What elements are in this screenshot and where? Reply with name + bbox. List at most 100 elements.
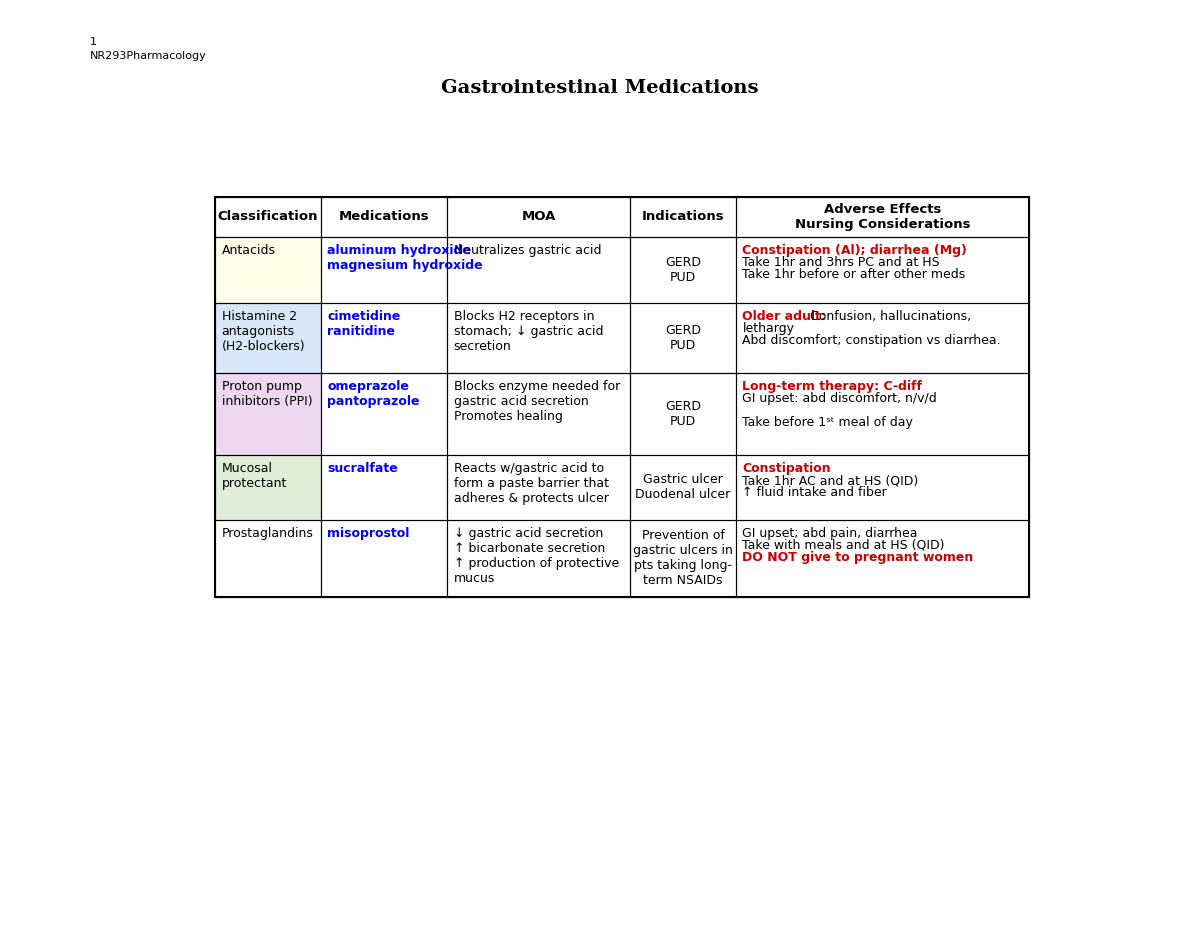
Bar	[215, 237, 320, 303]
Bar	[320, 374, 448, 455]
Bar	[630, 237, 736, 303]
Text: Take 1hr AC and at HS (QID): Take 1hr AC and at HS (QID)	[743, 475, 919, 488]
Text: 1: 1	[90, 37, 97, 47]
Bar	[630, 519, 736, 597]
Bar	[320, 197, 448, 237]
Bar	[320, 455, 448, 519]
Text: Medications: Medications	[338, 210, 430, 223]
Bar	[448, 519, 630, 597]
Text: Gastrointestinal Medications: Gastrointestinal Medications	[442, 79, 758, 96]
Text: Classification: Classification	[217, 210, 318, 223]
Bar	[630, 374, 736, 455]
Bar	[736, 197, 1028, 237]
Bar	[448, 374, 630, 455]
Bar	[630, 455, 736, 519]
Bar	[448, 237, 630, 303]
Bar	[320, 197, 448, 237]
Bar	[736, 455, 1028, 519]
Bar	[630, 374, 736, 455]
Text: lethargy: lethargy	[743, 323, 794, 336]
Bar	[215, 374, 320, 455]
Bar	[320, 237, 448, 303]
Bar	[320, 455, 448, 519]
Bar	[215, 197, 320, 237]
Text: GERD
PUD: GERD PUD	[665, 400, 701, 428]
Bar	[630, 303, 736, 374]
Bar	[320, 374, 448, 455]
Bar	[630, 519, 736, 597]
Bar	[448, 237, 630, 303]
Text: Neutralizes gastric acid: Neutralizes gastric acid	[454, 244, 601, 257]
Bar	[736, 237, 1028, 303]
Bar	[215, 519, 320, 597]
Text: Confusion, hallucinations,: Confusion, hallucinations,	[806, 311, 972, 324]
Text: Constipation (Al); diarrhea (Mg): Constipation (Al); diarrhea (Mg)	[743, 244, 967, 257]
Text: MOA: MOA	[521, 210, 556, 223]
Text: GERD
PUD: GERD PUD	[665, 256, 701, 284]
Bar	[448, 455, 630, 519]
Text: Mucosal
protectant: Mucosal protectant	[222, 463, 287, 490]
Bar	[320, 519, 448, 597]
Bar	[215, 303, 320, 374]
Text: omeprazole
pantoprazole: omeprazole pantoprazole	[328, 380, 420, 408]
Text: Older adult:: Older adult:	[743, 311, 827, 324]
Bar	[736, 455, 1028, 519]
Bar	[630, 197, 736, 237]
Bar	[448, 455, 630, 519]
Bar	[736, 374, 1028, 455]
Text: Histamine 2
antagonists
(H2-blockers): Histamine 2 antagonists (H2-blockers)	[222, 311, 305, 353]
Text: Proton pump
inhibitors (PPI): Proton pump inhibitors (PPI)	[222, 380, 312, 408]
Bar	[736, 303, 1028, 374]
Bar	[630, 303, 736, 374]
Text: Long-term therapy: C-diff: Long-term therapy: C-diff	[743, 380, 923, 393]
Text: Prevention of
gastric ulcers in
pts taking long-
term NSAIDs: Prevention of gastric ulcers in pts taki…	[634, 529, 733, 587]
Bar	[736, 237, 1028, 303]
Text: aluminum hydroxide
magnesium hydroxide: aluminum hydroxide magnesium hydroxide	[328, 244, 484, 272]
Text: Prostaglandins: Prostaglandins	[222, 527, 313, 540]
Text: Blocks H2 receptors in
stomach; ↓ gastric acid
secretion: Blocks H2 receptors in stomach; ↓ gastri…	[454, 311, 604, 353]
Bar	[630, 237, 736, 303]
Bar	[736, 303, 1028, 374]
Text: Take before 1ˢᵗ meal of day: Take before 1ˢᵗ meal of day	[743, 416, 913, 429]
Text: Antacids: Antacids	[222, 244, 276, 257]
Bar	[448, 197, 630, 237]
Bar	[320, 303, 448, 374]
Text: Indications: Indications	[642, 210, 725, 223]
Bar	[215, 197, 320, 237]
Bar	[320, 303, 448, 374]
Bar	[320, 237, 448, 303]
Text: Take 1hr before or after other meds: Take 1hr before or after other meds	[743, 268, 966, 281]
Text: GERD
PUD: GERD PUD	[665, 324, 701, 352]
Text: Constipation: Constipation	[743, 463, 832, 476]
Text: Adverse Effects
Nursing Considerations: Adverse Effects Nursing Considerations	[794, 203, 970, 231]
Bar	[215, 237, 320, 303]
Bar	[736, 374, 1028, 455]
Bar	[736, 519, 1028, 597]
Bar	[736, 197, 1028, 237]
Bar	[448, 197, 630, 237]
Bar	[630, 197, 736, 237]
Text: NR293Pharmacology: NR293Pharmacology	[90, 51, 206, 61]
Text: Take 1hr and 3hrs PC and at HS: Take 1hr and 3hrs PC and at HS	[743, 256, 940, 269]
Bar	[736, 519, 1028, 597]
Bar	[630, 455, 736, 519]
Bar	[215, 374, 320, 455]
Text: misoprostol: misoprostol	[328, 527, 409, 540]
Bar	[320, 519, 448, 597]
Text: sucralfate: sucralfate	[328, 463, 398, 476]
Text: cimetidine
ranitidine: cimetidine ranitidine	[328, 311, 401, 338]
Text: Take with meals and at HS (QID): Take with meals and at HS (QID)	[743, 539, 944, 552]
Text: Reacts w/gastric acid to
form a paste barrier that
adheres & protects ulcer: Reacts w/gastric acid to form a paste ba…	[454, 463, 608, 505]
Text: Blocks enzyme needed for
gastric acid secretion
Promotes healing: Blocks enzyme needed for gastric acid se…	[454, 380, 619, 424]
Bar	[448, 374, 630, 455]
Text: Abd discomfort; constipation vs diarrhea.: Abd discomfort; constipation vs diarrhea…	[743, 335, 1001, 348]
Bar	[215, 519, 320, 597]
Text: GI upset; abd pain, diarrhea: GI upset; abd pain, diarrhea	[743, 527, 918, 540]
Text: DO NOT give to pregnant women: DO NOT give to pregnant women	[743, 551, 973, 564]
Bar	[448, 303, 630, 374]
Text: ↑ fluid intake and fiber: ↑ fluid intake and fiber	[743, 487, 887, 500]
Bar	[448, 303, 630, 374]
Bar	[215, 455, 320, 519]
Bar	[215, 303, 320, 374]
Bar	[448, 519, 630, 597]
